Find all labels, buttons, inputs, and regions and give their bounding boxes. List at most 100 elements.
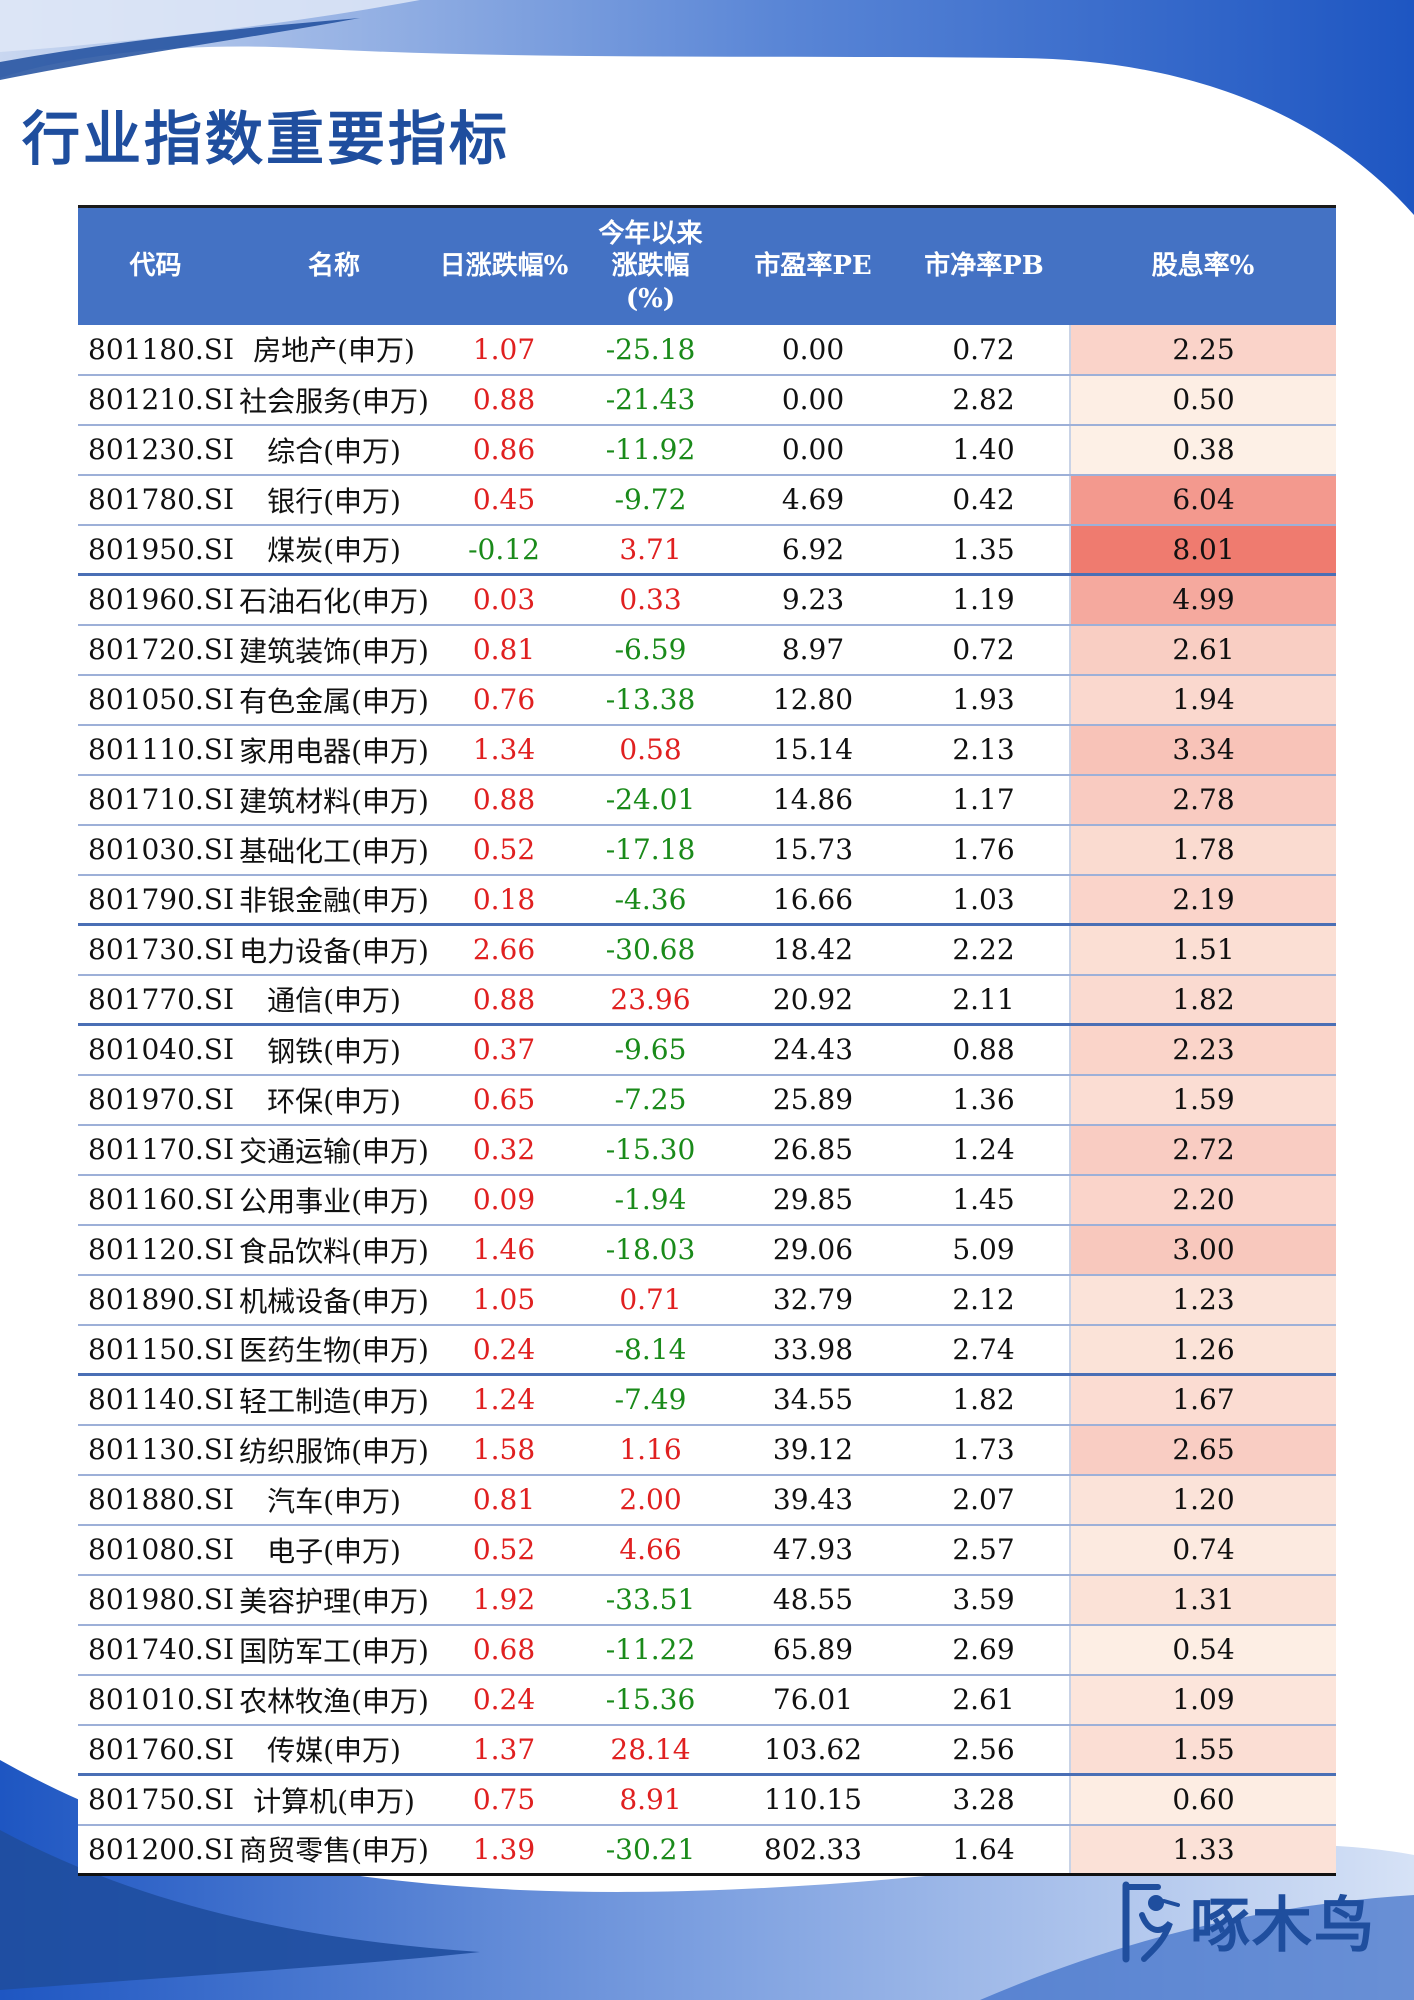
cell-name: 通信(申万) [233,974,435,1026]
cell-daily-change: 1.46 [435,1224,573,1276]
cell-ytd-change: -24.01 [573,774,728,826]
header-pe: 市盈率PE [728,205,898,325]
cell-code: 801750.SI [78,1774,234,1826]
cell-dividend: 1.94 [1069,674,1336,726]
top-wave [0,0,1414,215]
cell-ytd-change: -25.18 [573,324,728,376]
cell-code: 801720.SI [78,624,234,676]
cell-ytd-change: 0.58 [573,724,728,776]
cell-dividend: 2.23 [1069,1024,1336,1076]
cell-ytd-change: -11.22 [573,1624,728,1676]
cell-ytd-change: -17.18 [573,824,728,876]
cell-pe: 103.62 [728,1724,898,1776]
cell-dividend: 2.72 [1069,1124,1336,1176]
cell-code: 801010.SI [78,1674,234,1726]
cell-daily-change: 1.24 [435,1374,573,1426]
table-row: 801080.SI 电子(申万) 0.52 4.66 47.93 2.57 0.74 [78,1524,1336,1576]
cell-code: 801770.SI [78,974,234,1026]
cell-pb: 2.13 [898,724,1070,776]
cell-name: 钢铁(申万) [233,1024,435,1076]
cell-pe: 0.00 [728,374,898,426]
header-ytd-line3: (%) [625,283,676,314]
cell-name: 国防军工(申万) [233,1624,435,1676]
cell-pe: 0.00 [728,324,898,376]
cell-pb: 2.61 [898,1674,1070,1726]
cell-dividend: 2.65 [1069,1424,1336,1476]
cell-dividend: 1.09 [1069,1674,1336,1726]
table-row: 801710.SI 建筑材料(申万) 0.88 -24.01 14.86 1.17 2.78 [78,774,1336,826]
cell-code: 801710.SI [78,774,234,826]
cell-pb: 2.82 [898,374,1070,426]
cell-code: 801230.SI [78,424,234,476]
header-dividend: 股息率% [1070,205,1336,325]
cell-pe: 110.15 [728,1774,898,1826]
cell-pb: 0.42 [898,474,1070,526]
cell-name: 轻工制造(申万) [233,1374,435,1426]
cell-ytd-change: -1.94 [573,1174,728,1226]
table-row: 801180.SI 房地产(申万) 1.07 -25.18 0.00 0.72 2.25 [78,324,1336,376]
table-row: 801770.SI 通信(申万) 0.88 23.96 20.92 2.11 1.82 [78,974,1336,1026]
cell-code: 801730.SI [78,924,234,976]
cell-pb: 2.11 [898,974,1070,1026]
cell-name: 计算机(申万) [233,1774,435,1826]
cell-ytd-change: 3.71 [573,524,728,576]
cell-pb: 2.56 [898,1724,1070,1776]
cell-pb: 1.19 [898,574,1070,626]
cell-pb: 1.35 [898,524,1070,576]
cell-daily-change: 0.68 [435,1624,573,1676]
cell-dividend: 0.74 [1069,1524,1336,1576]
cell-pb: 2.22 [898,924,1070,976]
cell-ytd-change: -8.14 [573,1324,728,1376]
cell-daily-change: 0.52 [435,824,573,876]
cell-dividend: 1.78 [1069,824,1336,876]
cell-dividend: 1.51 [1069,924,1336,976]
table-body: 801180.SI 房地产(申万) 1.07 -25.18 0.00 0.72 2.25 80… [78,324,1336,1876]
cell-name: 商贸零售(申万) [233,1824,435,1876]
table-row: 801030.SI 基础化工(申万) 0.52 -17.18 15.73 1.76 1.78 [78,824,1336,876]
cell-pe: 34.55 [728,1374,898,1426]
cell-pe: 8.97 [728,624,898,676]
cell-pe: 29.85 [728,1174,898,1226]
cell-pb: 2.07 [898,1474,1070,1526]
cell-dividend: 4.99 [1069,574,1336,626]
table-row: 801890.SI 机械设备(申万) 1.05 0.71 32.79 2.12 1.23 [78,1274,1336,1326]
cell-dividend: 1.55 [1069,1724,1336,1776]
cell-name: 汽车(申万) [233,1474,435,1526]
page-title: 行业指数重要指标 [22,105,511,173]
cell-ytd-change: 1.16 [573,1424,728,1476]
cell-dividend: 1.33 [1069,1824,1336,1876]
table-row: 801970.SI 环保(申万) 0.65 -7.25 25.89 1.36 1.59 [78,1074,1336,1126]
table-row: 801790.SI 非银金融(申万) 0.18 -4.36 16.66 1.03 2.19 [78,874,1336,926]
cell-ytd-change: -4.36 [573,874,728,926]
cell-pe: 39.43 [728,1474,898,1526]
cell-pe: 0.00 [728,424,898,476]
table-row: 801150.SI 医药生物(申万) 0.24 -8.14 33.98 2.74 1.26 [78,1324,1336,1376]
cell-daily-change: 0.24 [435,1324,573,1376]
cell-dividend: 0.60 [1069,1774,1336,1826]
cell-name: 医药生物(申万) [233,1324,435,1376]
cell-daily-change: 1.92 [435,1574,573,1626]
cell-pb: 1.36 [898,1074,1070,1126]
table-row: 801880.SI 汽车(申万) 0.81 2.00 39.43 2.07 1.20 [78,1474,1336,1526]
cell-pe: 39.12 [728,1424,898,1476]
cell-daily-change: 0.52 [435,1524,573,1576]
cell-ytd-change: -13.38 [573,674,728,726]
cell-ytd-change: 8.91 [573,1774,728,1826]
cell-pb: 2.57 [898,1524,1070,1576]
table-row: 801110.SI 家用电器(申万) 1.34 0.58 15.14 2.13 3.34 [78,724,1336,776]
cell-code: 801160.SI [78,1174,234,1226]
cell-pb: 1.82 [898,1374,1070,1426]
cell-pb: 2.69 [898,1624,1070,1676]
cell-ytd-change: -7.25 [573,1074,728,1126]
cell-pb: 2.12 [898,1274,1070,1326]
cell-code: 801130.SI [78,1424,234,1476]
cell-daily-change: 2.66 [435,924,573,976]
cell-dividend: 1.67 [1069,1374,1336,1426]
cell-code: 801150.SI [78,1324,234,1376]
table-row: 801140.SI 轻工制造(申万) 1.24 -7.49 34.55 1.82 1.67 [78,1374,1336,1426]
cell-name: 传媒(申万) [233,1724,435,1776]
cell-daily-change: 0.75 [435,1774,573,1826]
cell-code: 801040.SI [78,1024,234,1076]
cell-name: 公用事业(申万) [233,1174,435,1226]
